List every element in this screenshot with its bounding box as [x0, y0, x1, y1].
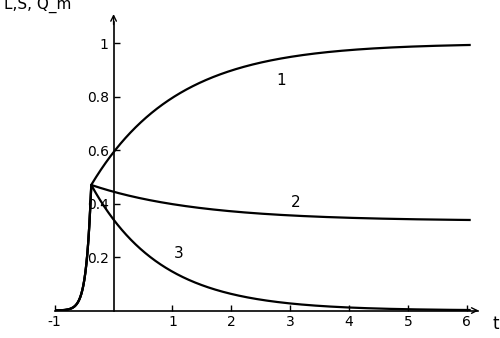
Text: 1: 1: [276, 73, 286, 88]
Y-axis label: L,S, Q_m: L,S, Q_m: [4, 0, 71, 13]
Text: 3: 3: [174, 246, 183, 261]
X-axis label: t: t: [492, 315, 498, 333]
Text: 2: 2: [291, 195, 301, 210]
